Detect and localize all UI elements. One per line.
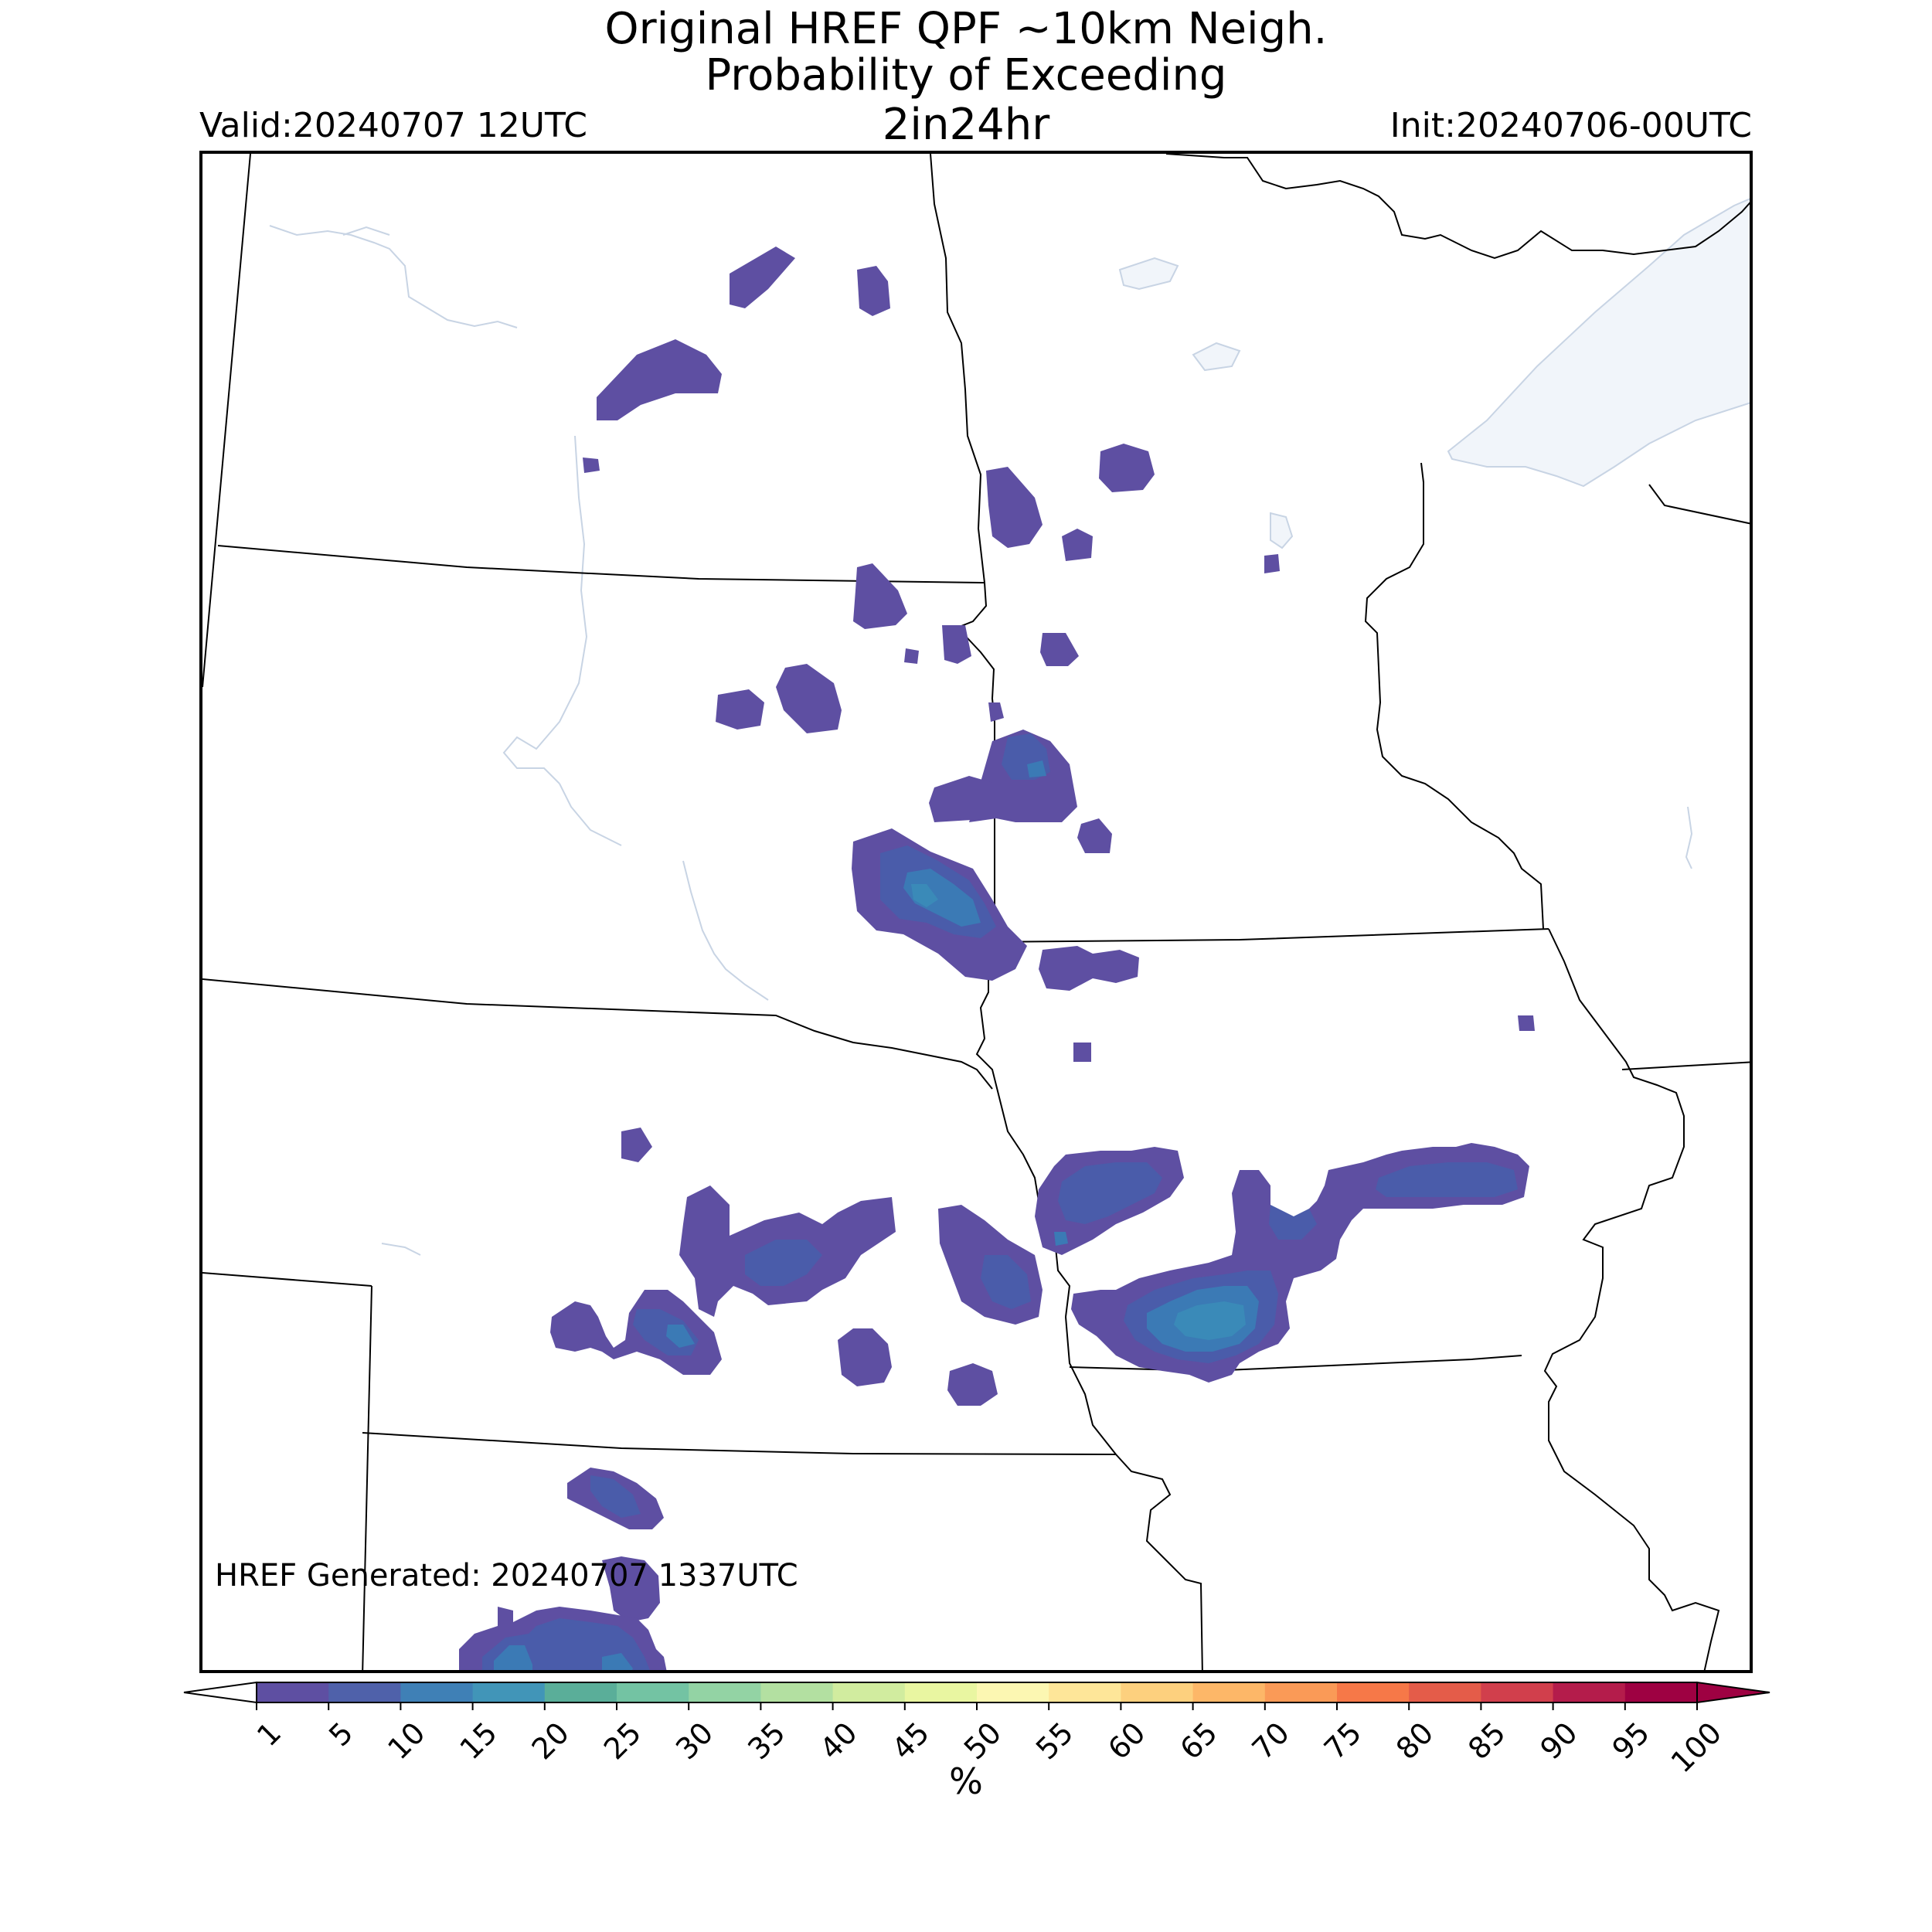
lake-francis-case [682,860,769,1001]
prob-1-percent [459,247,1535,1670]
colorbar-tick-label: 65 [1173,1716,1223,1766]
title-line-2: Probability of Exceeding [705,50,1227,100]
colorbar-under-extension [183,1681,257,1704]
lake-sakakawea [269,225,518,328]
colorbar-swatch [400,1682,474,1702]
lake-superior [1447,198,1750,488]
mn-wi-line [1364,462,1544,930]
colorbar-swatch [472,1682,546,1702]
colorbar-swatch [977,1682,1049,1702]
wi-il-line [1621,1061,1750,1070]
colorbar-tick-label: 45 [886,1716,936,1766]
colorbar-tick-label: 95 [1606,1716,1656,1766]
mn-ia-line [980,928,1549,943]
colorbar-swatch [1264,1682,1338,1702]
colorbar-swatch [1409,1682,1481,1702]
colorbar-tick-label: 25 [597,1716,648,1766]
lake-winnebago [1685,806,1693,869]
colorbar-tick-label: 5 [322,1716,359,1753]
colorbar-swatch [1553,1682,1626,1702]
colorbar-label: % [949,1760,983,1802]
colorbar-tick-label: 35 [741,1716,791,1766]
prob-15-percent [911,884,1246,1340]
colorbar-swatch [1337,1682,1410,1702]
colorbar-swatch [1121,1682,1194,1702]
mt-nd-line [202,154,251,688]
colorbar-tick-label: 85 [1461,1716,1512,1766]
colorbar-swatch [617,1682,689,1702]
missouri-river-ia-ne [1065,1316,1203,1670]
colorbar-swatch [1624,1682,1698,1702]
missouri-river-sd [502,435,588,784]
colorbar-swatch [832,1682,906,1702]
title-line-1: Original HREF QPF ~10km Neigh. [604,4,1328,54]
colorbar: 1 5 10 15 20 25 30 35 40 45 50 55 60 65 70 75 80 85 90 95 10… [182,1671,1771,1879]
title-line-3: 2in24hr [882,100,1050,150]
ia-mo-line [1069,1355,1522,1372]
colorbar-over-extension [1696,1681,1770,1704]
generated-timestamp: HREF Generated: 20240707 1337UTC [215,1558,798,1594]
colorbar-tick-label: 30 [669,1716,719,1766]
colorbar-tick-label: 60 [1101,1716,1151,1766]
mi-wi-line [1648,484,1750,525]
sd-ne-line [202,978,993,1090]
colorbar-tick-label: 55 [1029,1716,1080,1766]
lake-of-the-woods [1118,257,1179,291]
colorbar-svg: 1 5 10 15 20 25 30 35 40 45 50 55 60 65 70 75 80 85 90 95 10… [183,1681,1770,1779]
colorbar-swatch [904,1682,978,1702]
colorbar-tick-label: 40 [813,1716,863,1766]
colorbar-tick-label: 75 [1318,1716,1368,1766]
map-panel [199,151,1753,1673]
lake-oahe [559,783,622,846]
lake-sakakawea-branch [342,226,390,236]
map-svg [202,154,1750,1670]
colorbar-swatch [1192,1682,1266,1702]
init-time-label: Init:20240706-00UTC [1389,106,1752,145]
colorbar-tick-label: 10 [381,1716,431,1766]
colorbar-tick-label: 70 [1246,1716,1296,1766]
co-wy-line [362,1285,372,1670]
mille-lacs [1270,512,1294,549]
red-river [930,154,995,723]
red-lake [1192,342,1241,372]
colorbar-swatch [544,1682,617,1702]
ne-ks-line [362,1432,1117,1455]
colorbar-tick-label: 80 [1389,1716,1440,1766]
wy-ne-line [202,1272,372,1287]
colorbar-tick-label: 50 [957,1716,1008,1766]
colorbar-swatch [257,1682,329,1702]
nd-sd-line [217,545,985,583]
colorbar-tick-label: 15 [453,1716,503,1766]
ne-reservoir [381,1243,421,1256]
colorbar-tick-label: 90 [1533,1716,1583,1766]
colorbar-swatch [1481,1682,1554,1702]
probability-areas [459,247,1535,1670]
water-bodies [269,198,1750,1256]
canada-border [1165,154,1750,260]
valid-time-label: Valid:20240707 12UTC [199,106,588,145]
colorbar-swatch [1049,1682,1121,1702]
colorbar-swatch [689,1682,761,1702]
colorbar-swatch [328,1682,401,1702]
colorbar-tick-label: 1 [250,1716,287,1753]
colorbar-swatch [760,1682,834,1702]
mississippi-river-ia-il [1543,928,1720,1670]
colorbar-tick-label: 20 [526,1716,576,1766]
